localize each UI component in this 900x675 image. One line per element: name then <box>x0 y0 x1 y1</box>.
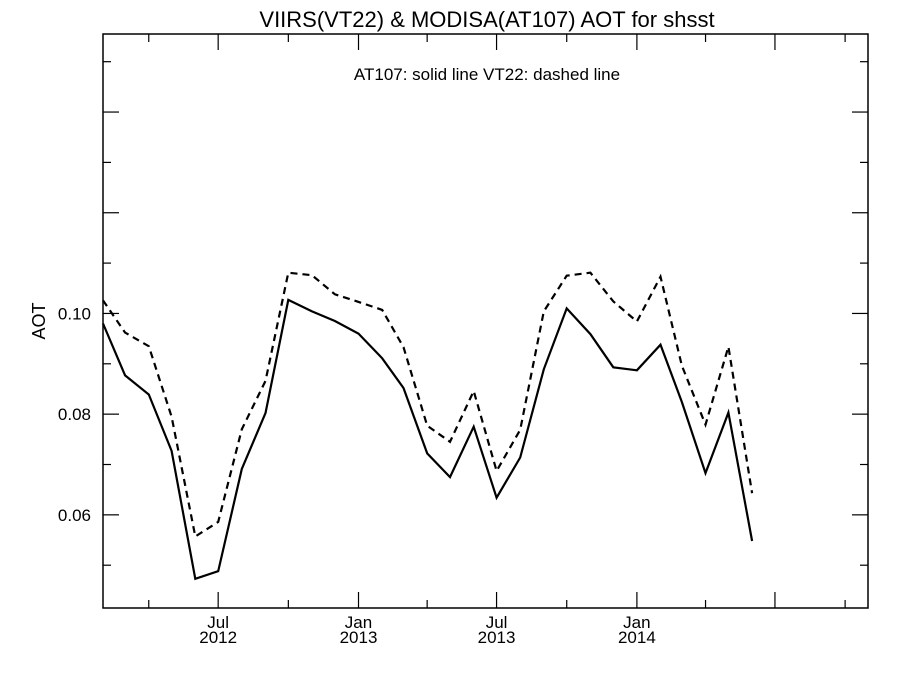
axis-ticks <box>103 34 868 608</box>
series-lines <box>101 271 754 581</box>
y-tick-label: 0.08 <box>58 405 91 424</box>
y-axis-label: AOT <box>29 302 49 339</box>
x-tick-label-year: 2013 <box>478 628 516 647</box>
x-tick-label-month: Jan <box>345 613 372 632</box>
series-line-at107 <box>101 298 754 581</box>
x-tick-label-month: Jul <box>207 613 229 632</box>
legend-annotation: AT107: solid line VT22: dashed line <box>354 65 620 84</box>
series-line-vt22 <box>102 271 754 539</box>
x-tick-label-month: Jan <box>623 613 650 632</box>
x-tick-label-year: 2012 <box>199 628 237 647</box>
x-tick-label-month: Jul <box>486 613 508 632</box>
x-tick-label-year: 2013 <box>340 628 378 647</box>
y-tick-label: 0.06 <box>58 506 91 525</box>
plot-frame <box>102 33 869 609</box>
y-tick-label: 0.10 <box>58 304 91 323</box>
chart-title: VIIRS(VT22) & MODISA(AT107) AOT for shss… <box>259 7 714 32</box>
x-tick-label-year: 2014 <box>618 628 656 647</box>
